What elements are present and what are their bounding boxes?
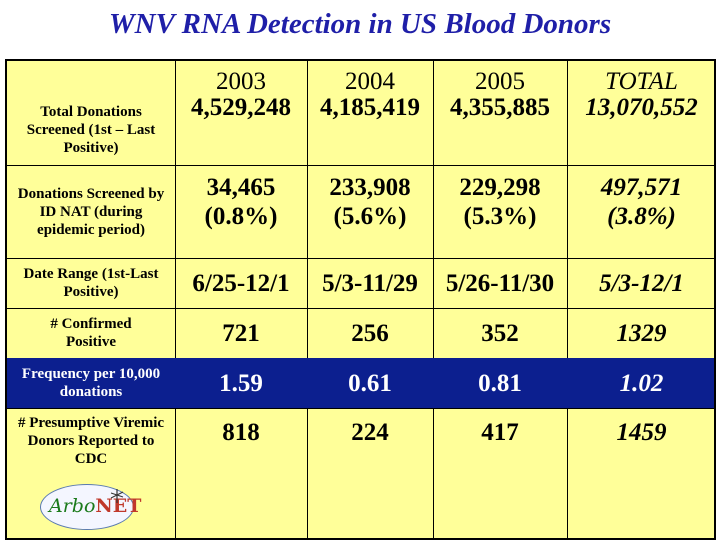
table-cell: 1.02 [619,369,664,397]
row-label-frequency: Frequency per 10,000 donations [21,366,161,400]
column-divider [307,61,308,538]
table-cell: 233,908 (5.6%) [329,174,411,230]
table-cell: 34,465 (0.8%) [204,174,278,230]
data-table: 2003 2004 2005 TOTAL Total Donations Scr… [5,59,716,540]
table-row: # Confirmed Positive 721 256 352 1329 [7,308,714,358]
column-header-total: TOTAL [605,67,678,95]
arbonet-logo: ArboNET [40,484,141,530]
table-cell: 417 [481,419,519,446]
table-cell: 13,070,552 [585,94,698,121]
page-title: WNV RNA Detection in US Blood Donors [108,8,612,40]
column-divider [567,61,568,538]
mosquito-icon [110,489,124,503]
table-cell: 0.61 [348,369,392,397]
table-cell: 5/26-11/30 [445,269,555,297]
logo-text: ArboNET [49,494,141,519]
column-header-2004: 2004 [345,67,395,95]
column-header-2005: 2005 [475,67,525,95]
table-cell: 497,571 (3.8%) [600,174,683,230]
table-cell: 6/25-12/1 [192,269,290,297]
table-cell: 5/3-12/1 [599,269,684,297]
table-row-highlight: Frequency per 10,000 donations 1.59 0.61… [7,358,714,408]
row-label-date-range: Date Range (1st-Last Positive) [23,266,159,300]
table-cell: 1.59 [219,369,263,397]
logo-text-net: NET [95,495,142,517]
row-label-total-donations: Total Donations Screened (1st – Last Pos… [26,104,156,156]
row-divider [7,308,714,309]
table-cell: 4,185,419 [320,94,420,121]
table-row: # Presumptive Viremic Donors Reported to… [7,408,714,540]
row-divider [7,165,714,166]
table-row: Date Range (1st-Last Positive) 6/25-12/1… [7,258,714,308]
table-cell: 352 [481,319,519,347]
table-cell: 5/3-11/29 [322,269,418,297]
logo-text-arbo: Arbo [49,495,96,517]
table-cell: 256 [351,319,389,347]
row-divider [7,408,714,409]
table-cell: 1459 [616,419,667,446]
table-cell: 229,298 (5.3%) [459,174,541,230]
table-cell: 721 [222,319,260,347]
row-label-confirmed-positive: # Confirmed Positive [50,316,132,350]
table-cell: 1329 [616,319,667,347]
row-divider [7,258,714,259]
row-label-screened-nat: Donations Screened by ID NAT (during epi… [17,185,165,238]
table-cell: 818 [222,419,260,446]
row-label-presumptive-viremic: # Presumptive Viremic Donors Reported to… [17,415,165,467]
column-divider [175,61,176,538]
table-row: Total Donations Screened (1st – Last Pos… [7,85,714,165]
table-cell: 4,529,248 [191,94,291,121]
column-header-2003: 2003 [216,67,266,95]
table-row: Donations Screened by ID NAT (during epi… [7,165,714,258]
column-divider [433,61,434,538]
table-cell: 0.81 [478,369,522,397]
table-cell: 4,355,885 [450,94,550,121]
table-cell: 224 [351,419,389,446]
header-row: 2003 2004 2005 TOTAL [7,61,714,101]
